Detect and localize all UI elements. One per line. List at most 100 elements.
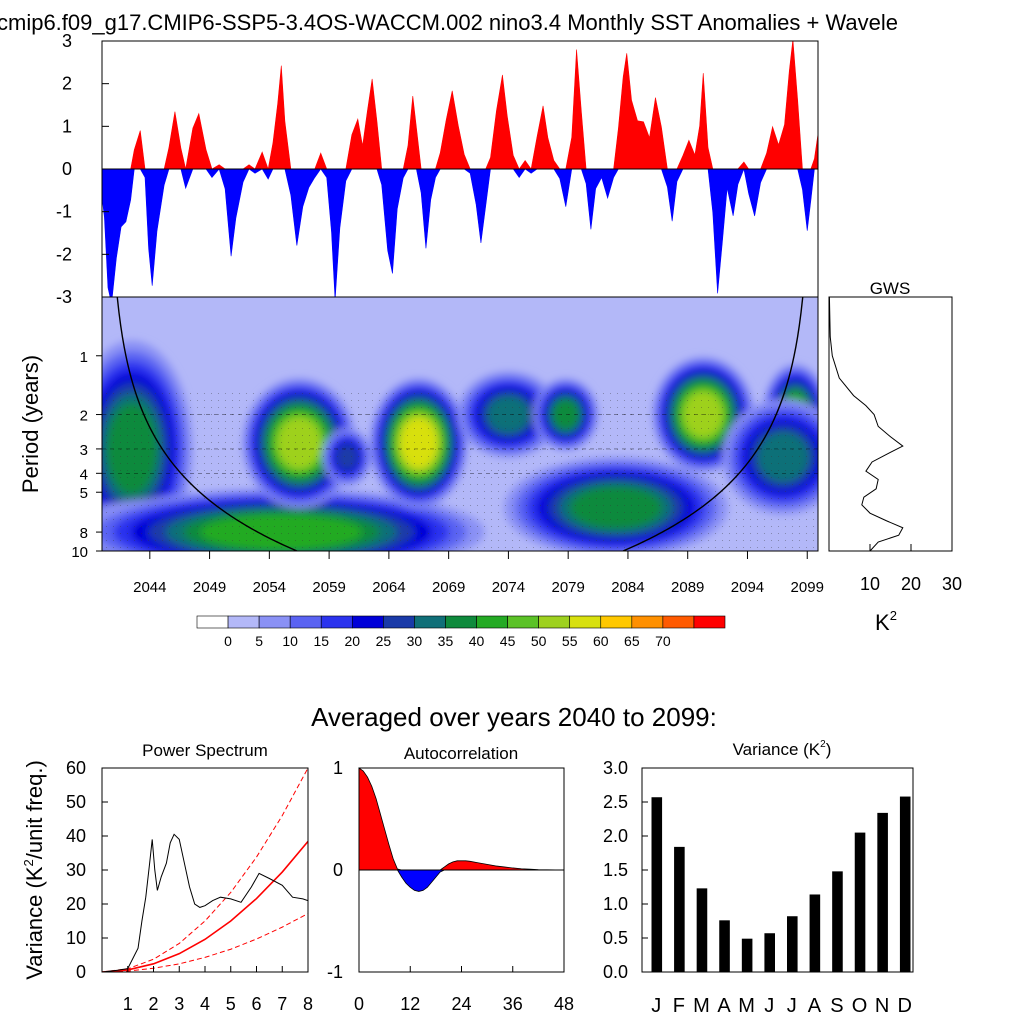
lower-confidence-line [102,913,308,972]
ac-xtick-label: 36 [503,994,523,1014]
wavelet-ytick-label: 10 [71,544,88,561]
autocorrelation-title: Autocorrelation [404,744,518,763]
ac-ytick-label: 0 [333,860,343,880]
sst-ytick-label: 2 [62,74,72,94]
colorbar-box [538,615,571,629]
variance-panel: Variance (K2) 3.02.52.01.51.00.50.0J F M A M… [603,739,914,1017]
significance-stipple [102,392,818,551]
wavelet-xtick-label: 2069 [432,579,465,596]
colorbar-box [693,615,726,629]
colorbar-label: 5 [255,633,263,649]
sst-ytick-label: -1 [56,202,72,222]
colorbar-label: 0 [224,633,232,649]
var-ytick-label: 1.5 [603,860,628,880]
positive-anomaly-area [102,41,818,171]
colorbar-label: 45 [500,633,516,649]
variance-bar [719,920,730,972]
gws-curve [828,296,904,552]
ps-ytick-label: 20 [66,894,86,914]
gws-panel: GWS 10 20 30 K2 [828,279,962,635]
month-label: N [875,995,889,1017]
ac-ytick-label: 1 [333,758,343,778]
wavelet-xtick-label: 2084 [611,579,644,596]
ps-ytick-label: 60 [66,758,86,778]
colorbar-box [631,615,664,629]
var-ytick-label: 2.5 [603,792,628,812]
month-label: A [717,995,731,1017]
gws-title: GWS [870,279,911,298]
ps-ytick-label: 10 [66,928,86,948]
month-label: J [764,995,774,1017]
sst-ytick-label: -2 [56,244,72,264]
wavelet-ytick-label: 4 [80,466,88,483]
negative-autocorrelation-area [359,869,564,892]
power-spectrum-panel: Power Spectrum 0 10 20 30 40 50 60 1 2 3 4 5 6 7 8 Var… [21,741,313,1014]
ps-ytick-label: 40 [66,826,86,846]
wavelet-xtick-label: 2079 [551,579,584,596]
colorbar-label: 25 [376,633,392,649]
variance-bar [787,916,798,972]
gws-xtick-label: 10 [860,574,880,594]
ac-xtick-label: 0 [354,994,364,1014]
section-heading: Averaged over years 2040 to 2099: [311,702,717,732]
power-spectrum-frame [101,767,309,973]
wavelet-xtick-label: 2054 [253,579,286,596]
wavelet-ytick-label: 1 [80,349,88,366]
wavelet-frame [101,296,819,552]
gws-xlabel: K2 [875,608,897,635]
colorbar-box [569,615,602,629]
wavelet-ytick-label: 2 [80,408,88,425]
ps-xtick-label: 4 [200,994,210,1014]
colorbar-box [445,615,477,629]
month-label: J [651,995,661,1017]
wavelet-xtick-label: 2099 [791,579,824,596]
variance-title: Variance (K2) [733,739,832,759]
wavelet-panel: 1 2 3 4 5 8 10 2044 2049 2054 2059 2064 2069 2074 207… [18,296,824,596]
ps-xtick-label: 5 [226,994,236,1014]
colorbar-label: 30 [407,633,423,649]
colorbar-label: 35 [438,633,454,649]
upper-confidence-line [102,768,308,972]
colorbar-label: 15 [313,633,329,649]
colorbar-label: 65 [624,633,640,649]
autocorrelation-panel: Autocorrelation 1 0 -1 0 12 24 36 48 [327,744,574,1014]
ps-xtick-label: 2 [148,994,158,1014]
variance-bar [651,797,663,972]
ps-xtick-label: 6 [251,994,261,1014]
var-ytick-label: 1.0 [603,894,628,914]
month-label: J [787,995,797,1017]
sst-ytick-label: 3 [62,31,72,51]
month-label: S [830,995,843,1017]
ac-ytick-label: -1 [327,962,343,982]
cone-of-influence-left [116,297,298,551]
ps-ytick-label: 30 [66,860,86,880]
gws-frame [828,296,953,552]
red-noise-line [102,840,308,972]
colorbar-box [662,615,695,629]
wavelet-xtick-label: 2059 [312,579,345,596]
colorbar-label: 50 [531,633,547,649]
variance-bar [741,938,753,972]
power-spectrum-ylabel: Variance (K2/unit freq.) [21,760,47,980]
wavelet-ytick-label: 5 [80,485,88,502]
ac-xtick-label: 48 [554,994,574,1014]
ac-xtick-label: 24 [451,994,471,1014]
positive-autocorrelation-area [358,767,565,871]
ps-xtick-label: 8 [303,994,313,1014]
month-label: D [897,995,911,1017]
colorbar-box [320,615,353,629]
gws-xtick-label: 30 [942,574,962,594]
cone-of-influence-right [622,297,804,551]
ps-ytick-label: 0 [76,962,86,982]
month-label: M [693,995,710,1017]
month-label: O [852,995,868,1017]
colorbar-box [227,615,260,629]
variance-bar [809,894,821,972]
var-ytick-label: 2.0 [603,826,628,846]
gws-xtick-label: 20 [901,574,921,594]
variance-bar [674,846,685,972]
variance-bar [764,933,775,972]
variance-bar [899,796,911,972]
colorbar-box [600,615,633,629]
